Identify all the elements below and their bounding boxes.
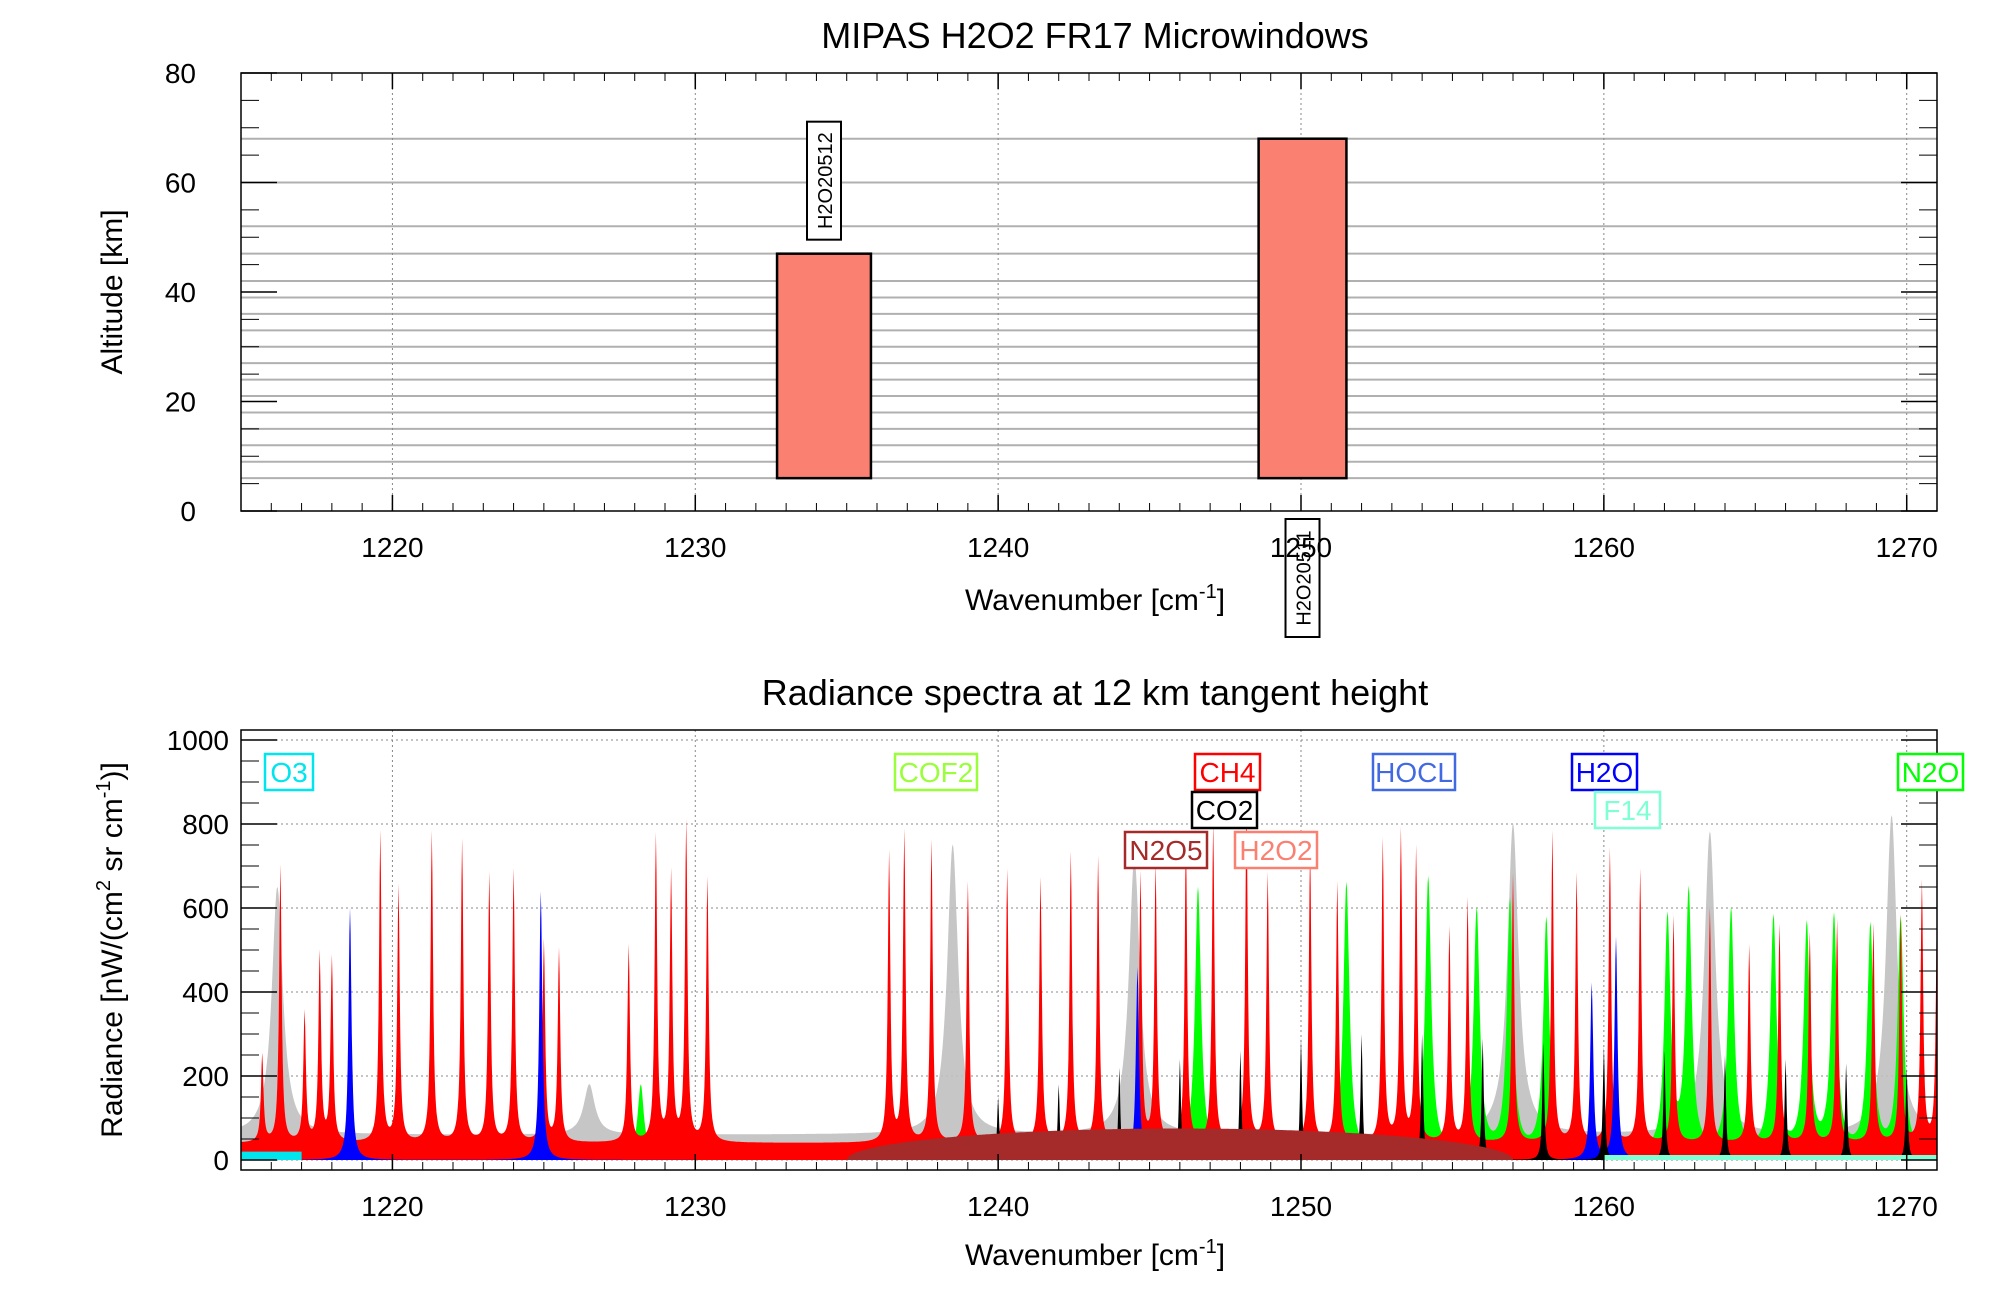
spectrum-area-o3 <box>241 1151 302 1160</box>
legend-box-h2o2 <box>1233 830 1319 870</box>
legend-label-n2o: N2O <box>1902 757 1960 788</box>
bottom-chart-title: Radiance spectra at 12 km tangent height <box>762 672 1428 713</box>
top-x-tick-label: 1260 <box>1573 532 1635 563</box>
legend-label-o3: O3 <box>270 757 307 788</box>
legend: O3 COF2 CH4 CO2 N2O5 H2O2 HOCL H2O F14 N2O <box>263 752 1965 870</box>
top-x-tick-label: 1240 <box>967 532 1029 563</box>
legend-label-hocl: HOCL <box>1375 757 1453 788</box>
bottom-x-tick-label: 1270 <box>1876 1191 1938 1222</box>
legend-label-h2o: H2O <box>1576 757 1634 788</box>
legend-label-co2: CO2 <box>1196 795 1254 826</box>
microwindow-label: H2O20512 <box>815 132 837 229</box>
legend-box-n2o5 <box>1123 830 1209 870</box>
legend-label-ch4: CH4 <box>1199 757 1255 788</box>
legend-box-cof2 <box>893 752 979 792</box>
top-ticks: 1220 1230 1240 1250 1260 1270 0 20 40 60 80 <box>165 58 1938 563</box>
bottom-x-tick-label: 1240 <box>967 1191 1029 1222</box>
bottom-y-axis-label: Radiance [nW/(cm2 sr cm-1)] <box>93 762 129 1138</box>
top-y-axis-label: Altitude [km] <box>96 209 129 374</box>
top-y-tick-label: 40 <box>165 277 196 308</box>
top-y-tick-label: 20 <box>165 387 196 418</box>
top-y-tick-label: 0 <box>180 496 196 527</box>
top-x-axis-label: Wavenumber [cm-1] <box>965 581 1225 617</box>
top-x-tick-label: 1220 <box>361 532 423 563</box>
bottom-y-tick-label: 400 <box>182 977 229 1008</box>
bottom-y-tick-label: 600 <box>182 893 229 924</box>
bottom-x-axis-label: Wavenumber [cm-1] <box>965 1236 1225 1272</box>
legend-box-n2o <box>1896 752 1965 792</box>
bottom-x-tick-label: 1230 <box>664 1191 726 1222</box>
bottom-y-tick-label: 200 <box>182 1061 229 1092</box>
spectrum-area-n2o5 <box>241 1128 1937 1160</box>
legend-label-h2o2: H2O2 <box>1239 835 1312 866</box>
top-x-tick-label: 1270 <box>1876 532 1938 563</box>
bottom-ticks: 0 200 400 600 800 1000 1220 1230 1240 1250 1260 127… <box>167 725 1938 1222</box>
spectrum-area-ch4 <box>241 804 1937 1160</box>
bottom-series <box>241 804 1937 1160</box>
bottom-y-tick-label: 0 <box>213 1145 229 1176</box>
legend-label-f14: F14 <box>1603 795 1651 826</box>
microwindow-bar <box>1257 137 1348 480</box>
top-y-tick-label: 60 <box>165 168 196 199</box>
microwindow-label-box <box>806 120 842 241</box>
bottom-x-tick-label: 1250 <box>1270 1191 1332 1222</box>
spectrum-area-f14 <box>1603 1155 1937 1160</box>
legend-box-ch4 <box>1193 752 1262 792</box>
legend-label-n2o5: N2O5 <box>1129 835 1202 866</box>
top-y-tick-label: 80 <box>165 58 196 89</box>
top-x-tick-label: 1230 <box>664 532 726 563</box>
microwindow-bar <box>775 252 873 480</box>
top-chart: MIPAS H2O2 FR17 Microwindows H2O20512H2O… <box>96 15 1938 638</box>
top-grid <box>241 73 1937 511</box>
top-bars: H2O20512 H2O20511 <box>775 120 1348 638</box>
legend-box-o3 <box>263 752 315 792</box>
spectrum-area-co2 <box>877 1033 1937 1160</box>
bottom-x-tick-label: 1260 <box>1573 1191 1635 1222</box>
microwindow-label: H2O20511 <box>1294 530 1316 625</box>
microwindow-label-box <box>1284 518 1321 638</box>
bottom-x-tick-label: 1220 <box>361 1191 423 1222</box>
top-chart-title: MIPAS H2O2 FR17 Microwindows <box>821 15 1369 56</box>
legend-box-h2o <box>1570 752 1639 792</box>
bottom-y-tick-label: 800 <box>182 809 229 840</box>
bottom-chart: Radiance spectra at 12 km tangent height… <box>93 672 1965 1272</box>
top-x-tick-label: 1250 <box>1270 532 1332 563</box>
legend-box-hocl <box>1371 752 1457 792</box>
legend-label-cof2: COF2 <box>899 757 974 788</box>
legend-box-f14 <box>1593 790 1662 830</box>
bottom-y-tick-label: 1000 <box>167 725 229 756</box>
legend-box-co2 <box>1190 790 1259 830</box>
